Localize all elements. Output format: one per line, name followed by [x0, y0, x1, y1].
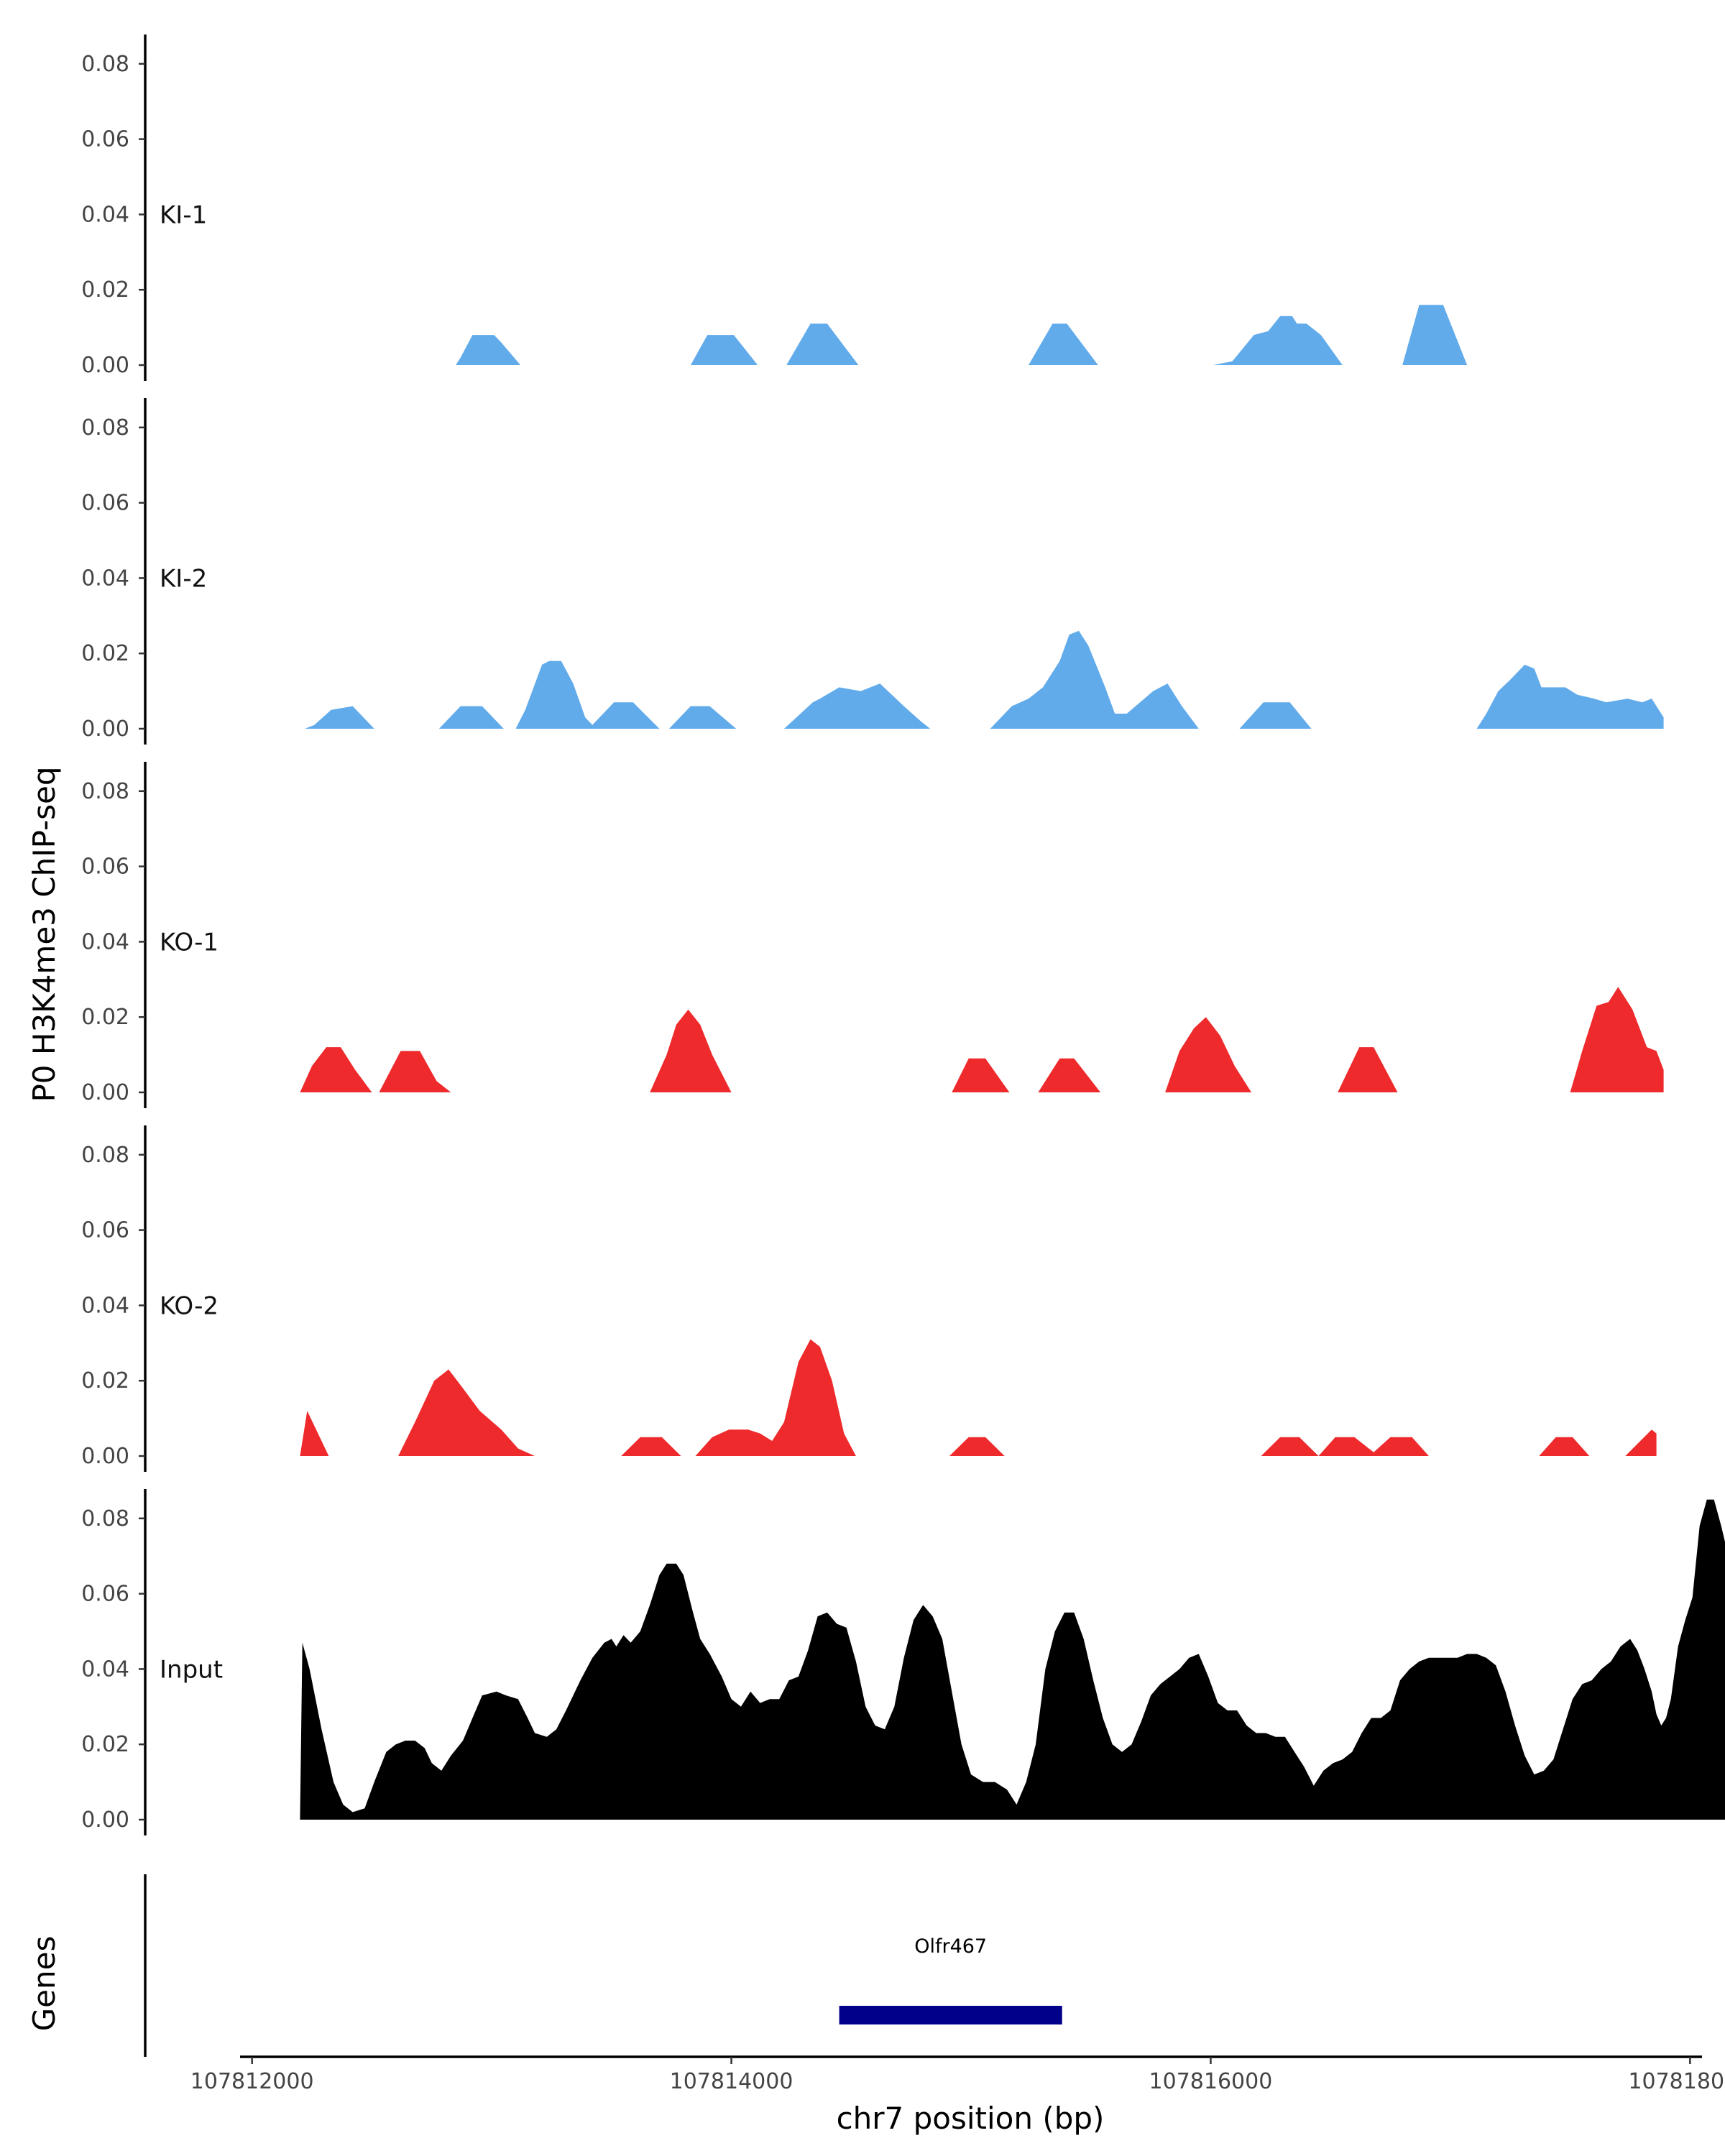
tracks-group: 0.00 0.02 0.04 0.06 0.08 KI-1 0.00 0.02 0.04 0.06…	[81, 34, 1725, 1835]
peak-area	[1038, 1058, 1105, 1092]
y-tick-label: 0.00	[81, 1444, 129, 1469]
y-tick-label: 0.02	[81, 277, 129, 303]
track-ki-1: 0.00 0.02 0.04 0.06 0.08 KI-1	[81, 34, 1468, 381]
y-tick-label: 0.00	[81, 1080, 129, 1105]
peak-area	[1570, 987, 1664, 1092]
peak-area	[1402, 305, 1468, 365]
peak-area	[438, 706, 504, 729]
x-axis: 107812000 107814000 107816000 107818000	[190, 2055, 1725, 2094]
y-tick-label: 0.04	[81, 1293, 129, 1318]
peak-area	[695, 1339, 856, 1456]
peak-area	[398, 1369, 535, 1456]
y-tick-label: 0.08	[81, 415, 129, 441]
track-label: KO-2	[160, 1291, 218, 1320]
y-tick-label: 0.06	[81, 1218, 129, 1243]
y-tick-label: 0.04	[81, 1657, 129, 1682]
peak-area	[949, 1437, 1005, 1456]
y-tick-label: 0.08	[81, 779, 129, 804]
y-tick-label: 0.08	[81, 1506, 129, 1531]
peak-area	[1539, 1437, 1590, 1456]
track-ko-1: 0.00 0.02 0.04 0.06 0.08 KO-1	[81, 762, 1664, 1108]
track-label: KI-2	[160, 564, 207, 593]
peak-area	[952, 1058, 1010, 1092]
peak-area	[650, 1009, 732, 1092]
y-tick-label: 0.02	[81, 1005, 129, 1030]
gene-body	[839, 2006, 1062, 2024]
peak-area	[1338, 1047, 1407, 1092]
track-ki-2: 0.00 0.02 0.04 0.06 0.08 KI-2	[81, 398, 1664, 745]
y-tick-label: 0.00	[81, 717, 129, 742]
y-tick-label: 0.06	[81, 854, 129, 880]
peak-area	[300, 1499, 1725, 1820]
y-tick-label: 0.06	[81, 127, 129, 152]
track-label: KO-1	[160, 928, 218, 957]
x-tick-label: 107812000	[190, 2069, 314, 2094]
peak-area	[621, 1437, 681, 1456]
peak-area	[379, 1051, 451, 1092]
y-tick-label: 0.00	[81, 1807, 129, 1833]
peak-area	[1165, 1017, 1252, 1092]
peak-area	[1261, 1437, 1429, 1456]
y-tick-label: 0.04	[81, 566, 129, 591]
peak-area	[1476, 664, 1664, 729]
peak-area	[300, 1411, 329, 1456]
peak-area	[1213, 315, 1343, 365]
y-tick-label: 0.02	[81, 641, 129, 666]
peak-area	[668, 706, 737, 729]
peak-area	[990, 630, 1199, 729]
peak-area	[515, 660, 660, 729]
peak-area	[1625, 1429, 1657, 1456]
track-label: KI-1	[160, 201, 207, 229]
y-tick-label: 0.02	[81, 1732, 129, 1757]
track-ko-2: 0.00 0.02 0.04 0.06 0.08 KO-2	[81, 1125, 1657, 1472]
y-tick-label: 0.08	[81, 52, 129, 77]
y-tick-label: 0.06	[81, 491, 129, 516]
peak-area	[1239, 702, 1312, 729]
peak-area	[1029, 323, 1098, 365]
y-tick-label: 0.08	[81, 1143, 129, 1168]
gene-label: Olfr467	[914, 1935, 987, 1958]
peak-area	[456, 335, 521, 365]
y-tick-label: 0.06	[81, 1582, 129, 1607]
track-input: 0.00 0.02 0.04 0.06 0.08 Input	[81, 1489, 1725, 1835]
x-tick-label: 107814000	[670, 2069, 794, 2094]
genes-axis-title: Genes	[27, 1936, 62, 2032]
track-label: Input	[160, 1655, 223, 1684]
y-tick-label: 0.00	[81, 353, 129, 378]
x-axis-title: chr7 position (bp)	[837, 2101, 1105, 2136]
peak-area	[783, 683, 931, 729]
x-tick-label: 107818000	[1628, 2069, 1725, 2094]
peak-area	[786, 323, 859, 365]
peak-area	[300, 1047, 372, 1092]
y-tick-label: 0.04	[81, 202, 129, 227]
peak-area	[305, 706, 374, 729]
y-tick-label: 0.04	[81, 929, 129, 954]
x-tick-label: 107816000	[1149, 2069, 1273, 2094]
genes-panel: Olfr467	[144, 1874, 1062, 2057]
y-tick-label: 0.02	[81, 1368, 129, 1393]
y-axis-title: P0 H3K4me3 ChIP-seq	[27, 766, 62, 1102]
peak-area	[690, 335, 758, 365]
